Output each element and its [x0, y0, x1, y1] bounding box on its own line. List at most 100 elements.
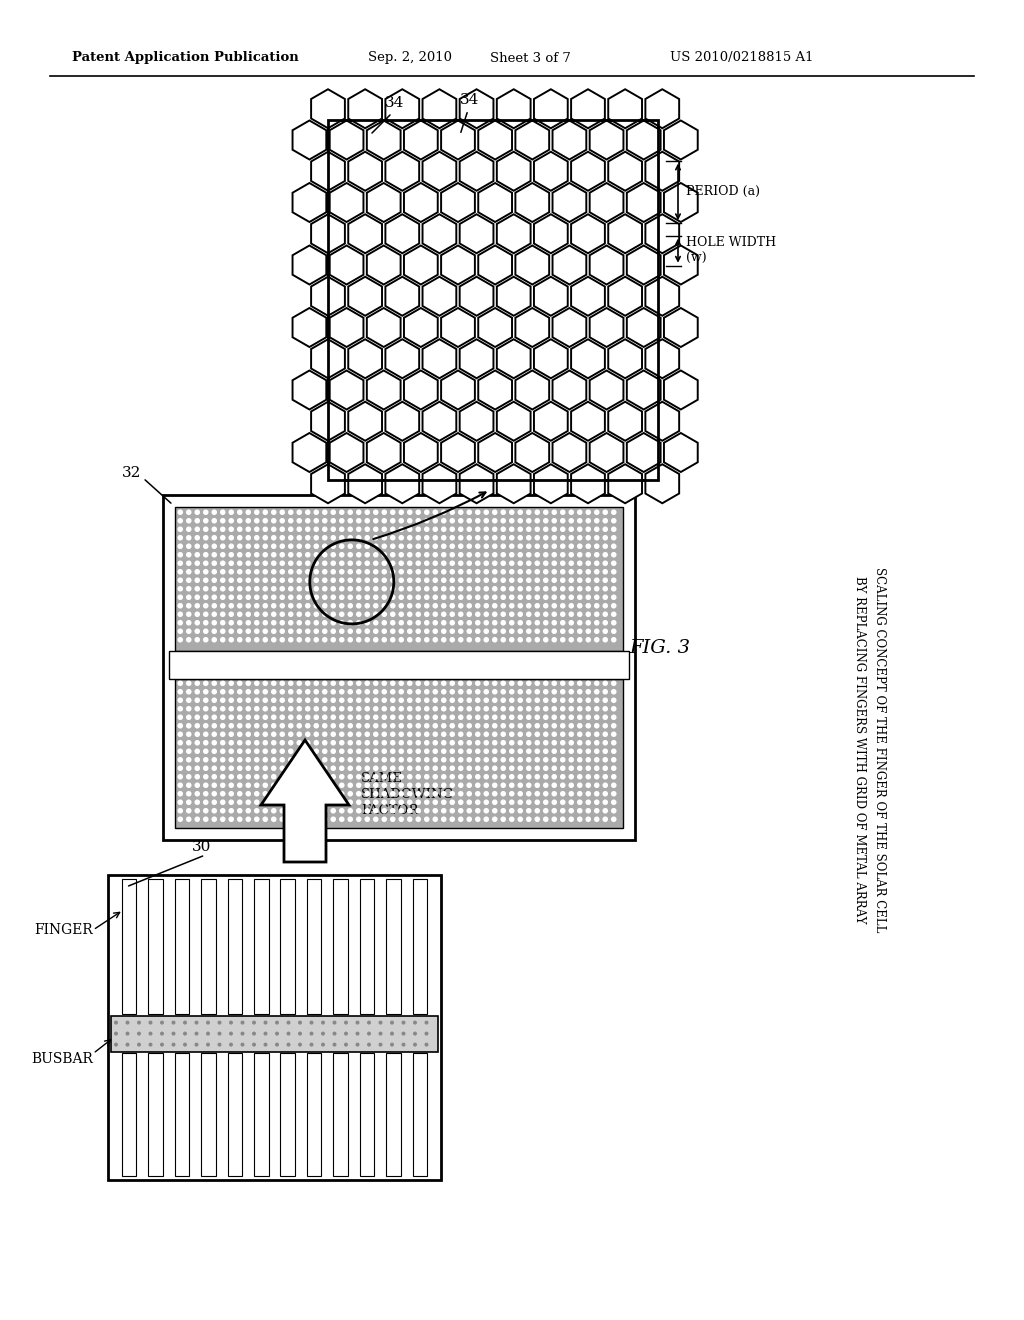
Circle shape [467, 706, 472, 711]
Circle shape [288, 723, 294, 729]
Circle shape [602, 706, 608, 711]
Circle shape [501, 544, 506, 549]
Circle shape [416, 544, 421, 549]
Circle shape [322, 586, 328, 591]
Circle shape [177, 611, 183, 616]
Circle shape [305, 577, 310, 583]
Circle shape [535, 638, 540, 643]
Circle shape [552, 723, 557, 729]
Circle shape [211, 544, 217, 549]
Circle shape [611, 714, 616, 719]
Circle shape [220, 800, 225, 805]
Circle shape [254, 611, 259, 616]
Circle shape [586, 731, 591, 737]
Circle shape [228, 628, 234, 634]
Circle shape [611, 552, 616, 557]
Circle shape [254, 689, 259, 694]
Circle shape [568, 577, 574, 583]
Circle shape [280, 697, 285, 704]
Circle shape [262, 544, 268, 549]
Circle shape [305, 808, 310, 813]
Circle shape [398, 800, 404, 805]
Polygon shape [403, 371, 437, 409]
Circle shape [217, 1043, 221, 1047]
Circle shape [407, 510, 413, 515]
Bar [175, 507, 623, 651]
Circle shape [262, 723, 268, 729]
Circle shape [203, 577, 209, 583]
Circle shape [339, 638, 344, 643]
Circle shape [568, 689, 574, 694]
Circle shape [322, 723, 328, 729]
Circle shape [577, 748, 583, 754]
Circle shape [313, 628, 319, 634]
Circle shape [271, 594, 276, 601]
Circle shape [526, 527, 531, 532]
Circle shape [517, 723, 523, 729]
Circle shape [367, 1032, 371, 1036]
Circle shape [509, 731, 514, 737]
Circle shape [211, 510, 217, 515]
Circle shape [203, 817, 209, 822]
Circle shape [263, 1032, 267, 1036]
Circle shape [339, 756, 344, 763]
Circle shape [339, 603, 344, 609]
Circle shape [594, 628, 599, 634]
Circle shape [543, 527, 549, 532]
Circle shape [594, 774, 599, 780]
Circle shape [390, 628, 395, 634]
Circle shape [467, 748, 472, 754]
Circle shape [331, 817, 336, 822]
Circle shape [195, 756, 200, 763]
Circle shape [297, 628, 302, 634]
Circle shape [339, 620, 344, 626]
Circle shape [305, 628, 310, 634]
Circle shape [203, 714, 209, 719]
Circle shape [568, 527, 574, 532]
Circle shape [492, 569, 498, 574]
Circle shape [501, 689, 506, 694]
Circle shape [492, 577, 498, 583]
Circle shape [416, 611, 421, 616]
Circle shape [517, 638, 523, 643]
Circle shape [365, 628, 370, 634]
Circle shape [365, 697, 370, 704]
Circle shape [467, 817, 472, 822]
Circle shape [262, 603, 268, 609]
Circle shape [526, 783, 531, 788]
Circle shape [535, 748, 540, 754]
Circle shape [432, 628, 438, 634]
Circle shape [347, 517, 353, 524]
Circle shape [220, 552, 225, 557]
Circle shape [509, 783, 514, 788]
Circle shape [560, 731, 565, 737]
Circle shape [450, 741, 455, 746]
Circle shape [220, 527, 225, 532]
Circle shape [407, 808, 413, 813]
Circle shape [467, 800, 472, 805]
Circle shape [246, 791, 251, 796]
Circle shape [398, 603, 404, 609]
Circle shape [237, 766, 243, 771]
Circle shape [560, 714, 565, 719]
Circle shape [526, 561, 531, 566]
Circle shape [373, 535, 379, 541]
Circle shape [450, 756, 455, 763]
Circle shape [390, 1032, 394, 1036]
Circle shape [458, 628, 464, 634]
Circle shape [220, 791, 225, 796]
Circle shape [492, 535, 498, 541]
Circle shape [407, 741, 413, 746]
Polygon shape [330, 433, 364, 473]
Circle shape [220, 611, 225, 616]
Circle shape [467, 594, 472, 601]
Circle shape [568, 620, 574, 626]
Text: 30: 30 [191, 840, 211, 854]
Circle shape [373, 714, 379, 719]
Circle shape [611, 723, 616, 729]
Circle shape [492, 527, 498, 532]
Polygon shape [608, 277, 642, 315]
Circle shape [186, 527, 191, 532]
Circle shape [252, 1032, 256, 1036]
Circle shape [526, 680, 531, 686]
